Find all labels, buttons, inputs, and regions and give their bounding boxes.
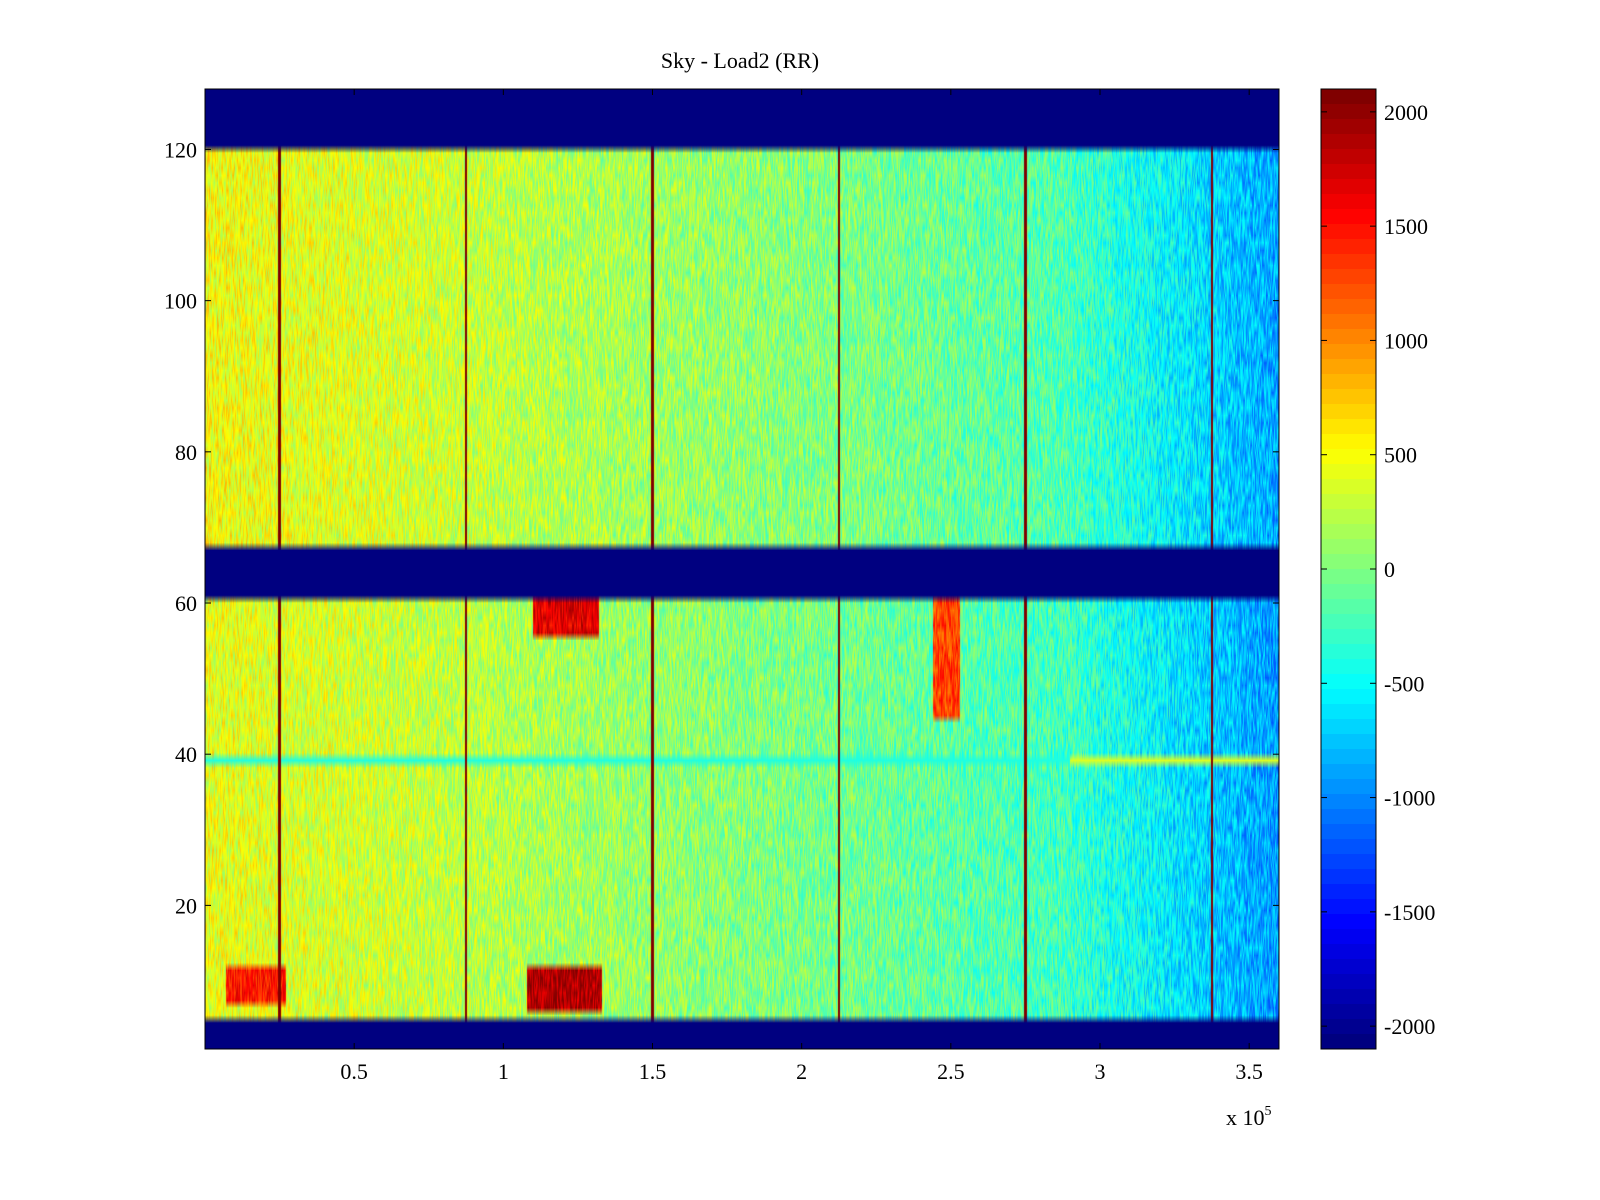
y-tick-label: 20 (175, 893, 197, 918)
y-tick-label: 60 (175, 591, 197, 616)
colorbar-axis: 2000 1500 1000 500 0 -500 -1000 -1500 -2000 (1321, 100, 1435, 1039)
x-tick-label: 2.5 (937, 1059, 965, 1084)
heatmap-image (205, 89, 1279, 1049)
colorbar-image (1321, 89, 1376, 1049)
colorbar-tick-label: 1000 (1384, 328, 1428, 353)
colorbar-tick-label: 500 (1384, 443, 1417, 468)
chart-title: Sky - Load2 (RR) (661, 48, 819, 73)
plot-frame (204, 88, 1280, 1050)
colorbar-tick-label: -1500 (1384, 900, 1435, 925)
colorbar-tick-label: 1500 (1384, 214, 1428, 239)
y-tick-label: 120 (164, 137, 197, 162)
colorbar-tick-label: -500 (1384, 671, 1424, 696)
y-tick-label: 80 (175, 440, 197, 465)
colorbar-tick-label: -2000 (1384, 1014, 1435, 1039)
x-tick-label: 3 (1095, 1059, 1106, 1084)
x-tick-label: 0.5 (340, 1059, 368, 1084)
x-multiplier-base: x 10 (1226, 1105, 1265, 1130)
x-tick-label: 3.5 (1235, 1059, 1263, 1084)
y-tick-label: 40 (175, 742, 197, 767)
y-axis: 20 40 60 80 100 120 (164, 137, 1279, 918)
x-tick-label: 2 (796, 1059, 807, 1084)
x-tick-label: 1.5 (639, 1059, 667, 1084)
colorbar-tick-label: -1000 (1384, 786, 1435, 811)
x-tick-label: 1 (498, 1059, 509, 1084)
colorbar-tick-label: 0 (1384, 557, 1395, 582)
y-tick-label: 100 (164, 289, 197, 314)
colorbar-tick-label: 2000 (1384, 100, 1428, 125)
x-axis: 0.5 1 1.5 2 2.5 3 3.5 (340, 89, 1263, 1084)
x-multiplier-exp: 5 (1265, 1104, 1272, 1119)
x-multiplier: x 105 (1226, 1104, 1272, 1130)
